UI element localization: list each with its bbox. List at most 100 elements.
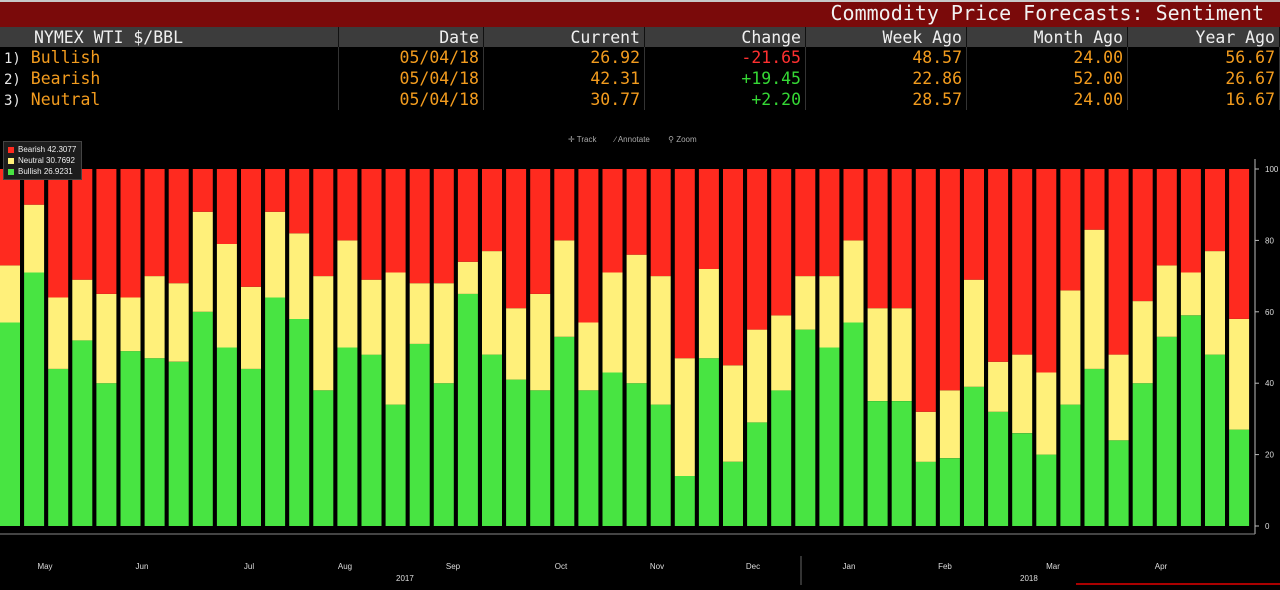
column-header-week-ago[interactable]: Week Ago bbox=[805, 27, 967, 47]
bar-neutral bbox=[241, 286, 261, 369]
bar-bearish bbox=[939, 169, 960, 391]
bar-bearish bbox=[554, 169, 575, 241]
x-tick-label: Apr bbox=[1155, 562, 1168, 571]
bar-bearish bbox=[723, 169, 743, 366]
bar-bearish bbox=[1060, 169, 1081, 291]
row-index: 1) bbox=[4, 51, 21, 67]
table-row-bearish[interactable]: 2) Bearish 05/04/18 42.31 +19.45 22.86 5… bbox=[0, 68, 1280, 89]
legend-name: Bullish bbox=[18, 167, 42, 176]
track-label: Track bbox=[576, 135, 597, 144]
bar-neutral bbox=[1205, 251, 1225, 355]
bar-bearish bbox=[1205, 169, 1225, 252]
bar-bearish bbox=[1012, 169, 1033, 355]
y-tick-label: 60 bbox=[1265, 308, 1274, 317]
column-header-year-ago[interactable]: Year Ago bbox=[1127, 27, 1280, 47]
bar-neutral bbox=[1036, 372, 1057, 455]
bar-bullish bbox=[554, 336, 575, 526]
bar-bullish bbox=[385, 404, 406, 526]
x-tick-label: Nov bbox=[650, 562, 664, 571]
bar-bearish bbox=[698, 169, 719, 269]
bar-neutral bbox=[1108, 354, 1129, 441]
bar-bullish bbox=[144, 358, 165, 526]
annotate-button[interactable]: ∕ Annotate bbox=[614, 135, 650, 144]
bar-bearish bbox=[1132, 169, 1153, 302]
bar-bullish bbox=[96, 383, 117, 526]
bar-bullish bbox=[578, 390, 599, 526]
bar-bearish bbox=[578, 169, 599, 323]
bar-neutral bbox=[457, 261, 478, 294]
bar-bullish bbox=[626, 383, 647, 526]
bar-bearish bbox=[192, 169, 213, 212]
bar-bearish bbox=[1229, 169, 1250, 319]
row-label: Bearish bbox=[30, 69, 101, 88]
legend-value: 42.3077 bbox=[47, 145, 77, 154]
column-header-change[interactable]: Change bbox=[644, 27, 806, 47]
bar-neutral bbox=[361, 279, 382, 355]
bar-neutral bbox=[554, 240, 575, 337]
bar-bearish bbox=[602, 169, 623, 273]
bar-bullish bbox=[337, 347, 358, 526]
column-header-date[interactable]: Date bbox=[338, 27, 484, 47]
track-button[interactable]: ✛ Track bbox=[568, 135, 597, 144]
bar-bearish bbox=[843, 169, 864, 241]
bar-bearish bbox=[1084, 169, 1105, 230]
bar-bullish bbox=[168, 361, 189, 526]
bar-bearish bbox=[674, 169, 695, 359]
bar-neutral bbox=[795, 276, 816, 330]
bar-bearish bbox=[433, 169, 454, 284]
bar-neutral bbox=[192, 211, 213, 312]
bar-neutral bbox=[120, 297, 141, 352]
bar-bullish bbox=[241, 368, 261, 526]
bar-neutral bbox=[747, 329, 768, 423]
bar-bullish bbox=[819, 347, 840, 526]
bar-bullish bbox=[120, 351, 141, 526]
bar-bearish bbox=[120, 169, 141, 298]
bar-bearish bbox=[48, 169, 69, 298]
bar-bullish bbox=[891, 401, 912, 526]
column-header-current[interactable]: Current bbox=[483, 27, 645, 47]
bar-bullish bbox=[361, 354, 382, 526]
row-label-cell[interactable]: 2) Bearish bbox=[0, 68, 339, 89]
bar-neutral bbox=[988, 361, 1009, 412]
column-header-ticker[interactable]: NYMEX WTI $/BBL bbox=[0, 27, 339, 47]
y-tick-label: 100 bbox=[1265, 165, 1279, 174]
table-row-neutral[interactable]: 3) Neutral 05/04/18 30.77 +2.20 28.57 24… bbox=[0, 89, 1280, 110]
date-cell: 05/04/18 bbox=[338, 68, 484, 89]
x-tick-label: Sep bbox=[446, 562, 461, 571]
bar-bearish bbox=[457, 169, 478, 262]
bar-neutral bbox=[843, 240, 864, 323]
bar-neutral bbox=[168, 283, 189, 362]
chart-legend: Bearish 42.3077 Neutral 30.7692 Bullish … bbox=[3, 141, 83, 180]
bar-bearish bbox=[241, 169, 261, 287]
chart-area[interactable]: 0 20 40 60 80 100 May Jun Jul Aug Sep Oct Nov Dec Jan F… bbox=[0, 133, 1280, 585]
current-cell: 42.31 bbox=[483, 68, 645, 89]
x-tick-label: Feb bbox=[938, 562, 952, 571]
date-cell: 05/04/18 bbox=[338, 89, 484, 110]
bar-bullish bbox=[506, 379, 527, 526]
bar-neutral bbox=[891, 308, 912, 401]
bar-neutral bbox=[433, 283, 454, 384]
bar-neutral bbox=[964, 279, 984, 387]
bar-neutral bbox=[385, 272, 406, 405]
x-tick-label: Oct bbox=[555, 562, 568, 571]
column-header-month-ago[interactable]: Month Ago bbox=[966, 27, 1128, 47]
bar-neutral bbox=[72, 279, 93, 341]
bar-neutral bbox=[819, 276, 840, 348]
bar-bearish bbox=[385, 169, 406, 273]
row-label-cell[interactable]: 1) Bullish bbox=[0, 47, 339, 68]
title-bar: Commodity Price Forecasts: Sentiment bbox=[0, 0, 1280, 27]
bar-bearish bbox=[506, 169, 527, 309]
bar-bearish bbox=[96, 169, 117, 294]
bar-neutral bbox=[1229, 318, 1250, 430]
row-label-cell[interactable]: 3) Neutral bbox=[0, 89, 339, 110]
bar-bearish bbox=[168, 169, 189, 284]
bar-bearish bbox=[964, 169, 984, 280]
x-tick-label: Jan bbox=[843, 562, 856, 571]
stacked-bar-chart[interactable]: 0 20 40 60 80 100 May Jun Jul Aug Sep Oct Nov Dec Jan F… bbox=[0, 133, 1280, 585]
bar-neutral bbox=[1180, 272, 1201, 316]
zoom-button[interactable]: ⚲ Zoom bbox=[668, 135, 697, 144]
bar-neutral bbox=[915, 411, 936, 462]
bar-bearish bbox=[0, 169, 20, 266]
bar-bearish bbox=[337, 169, 358, 241]
table-row-bullish[interactable]: 1) Bullish 05/04/18 26.92 -21.65 48.57 2… bbox=[0, 47, 1280, 68]
